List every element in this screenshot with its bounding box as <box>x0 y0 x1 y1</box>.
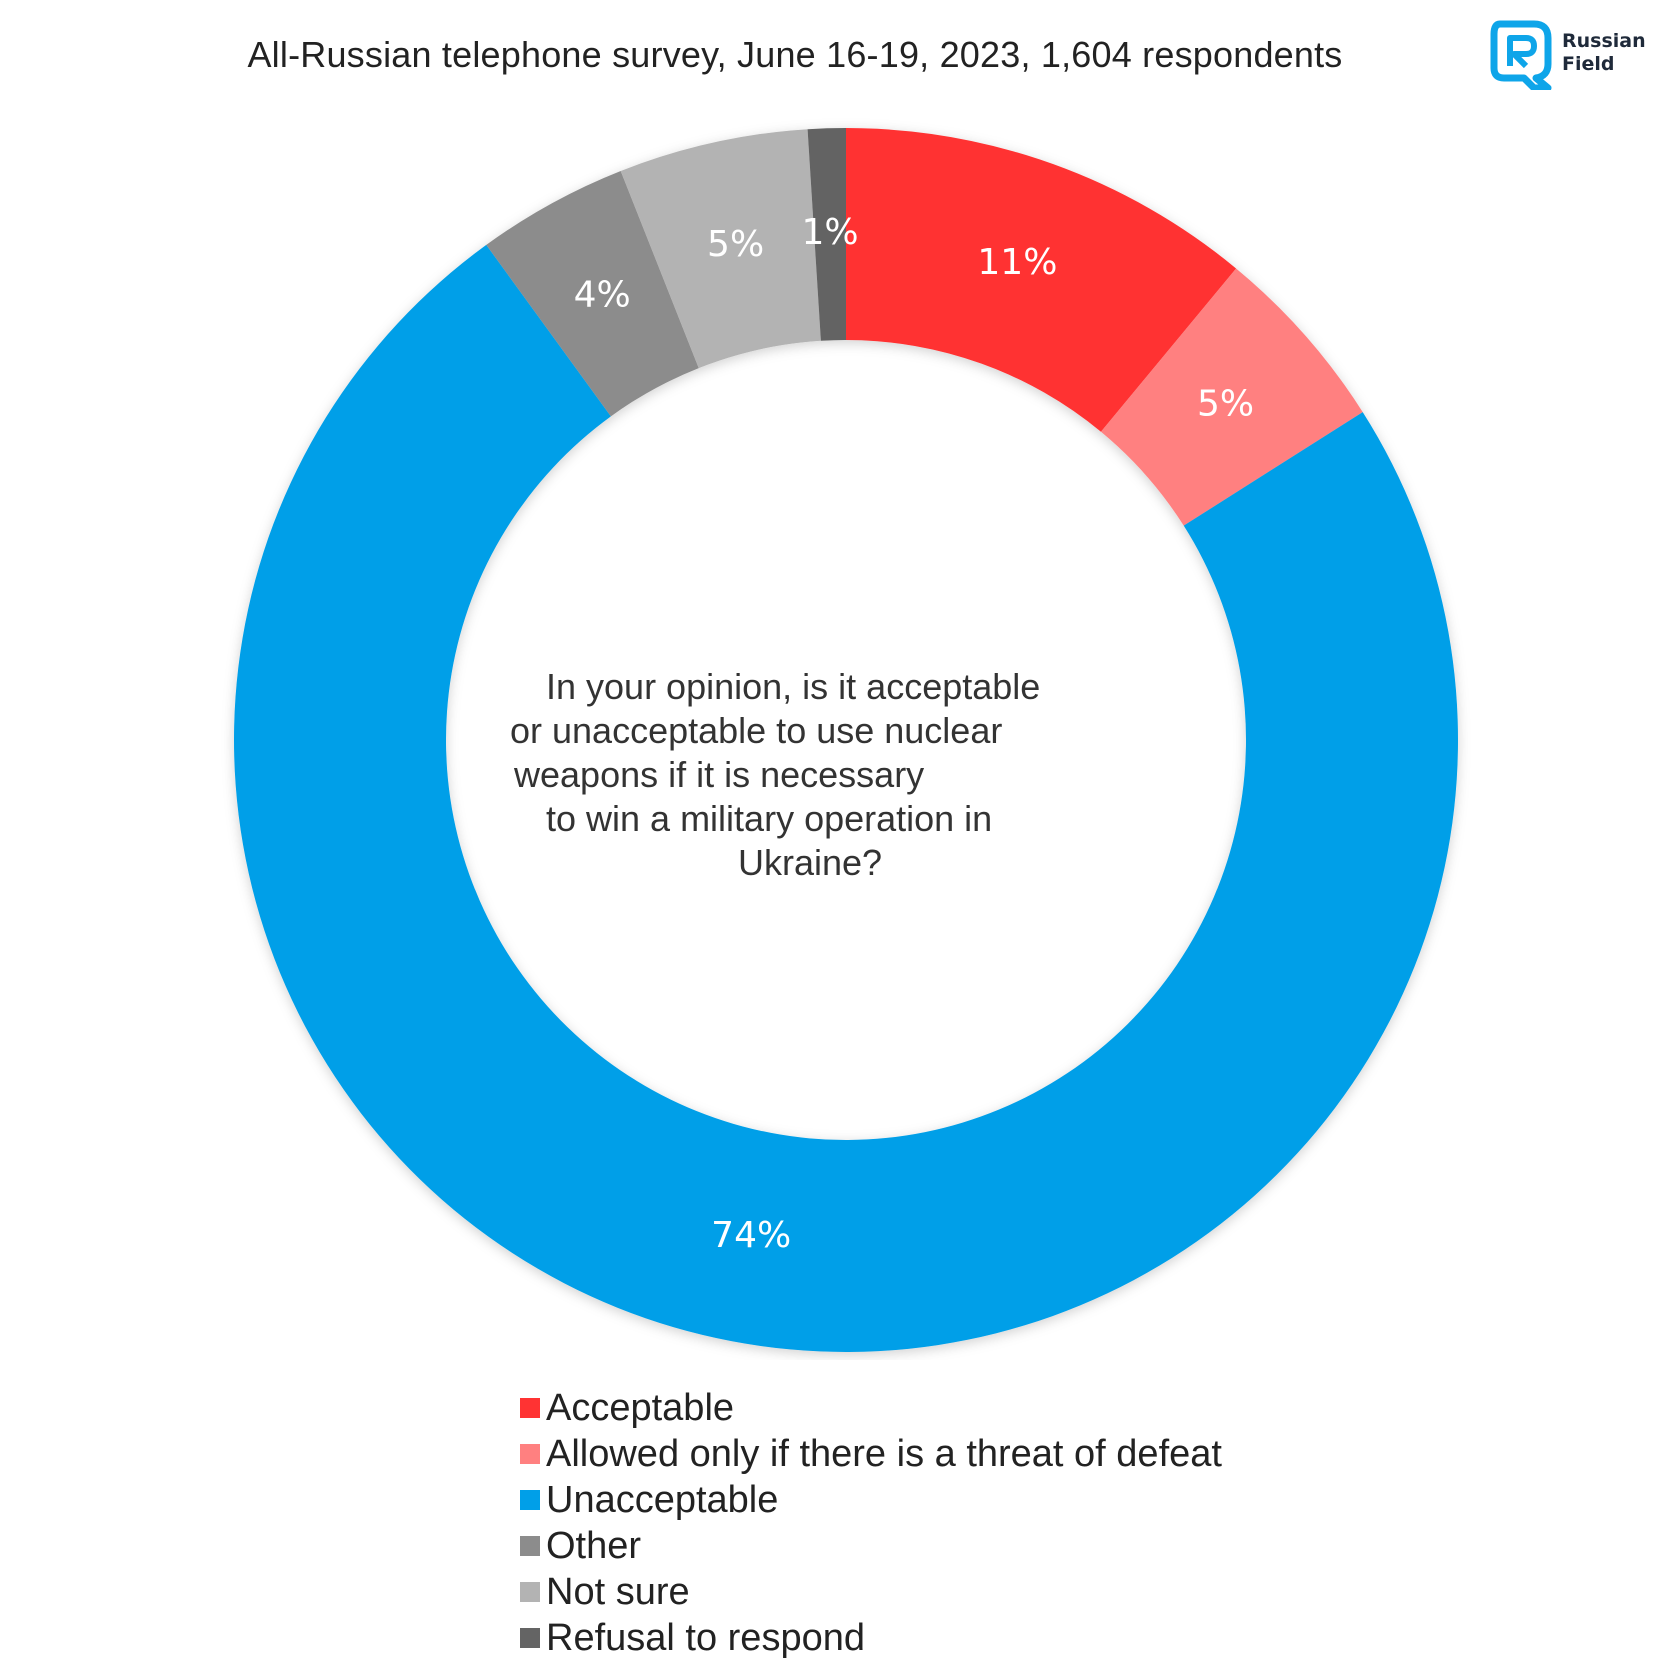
legend-label: Refusal to respond <box>546 1616 865 1659</box>
legend-label: Not sure <box>546 1570 690 1613</box>
slice-value-label: 4% <box>574 275 631 316</box>
legend-swatch <box>520 1628 540 1648</box>
logo-line1: Russian <box>1562 30 1646 52</box>
donut-slice-unacceptable <box>233 244 1458 1353</box>
donut-slice-other <box>486 170 699 417</box>
legend-label: Other <box>546 1524 642 1567</box>
legend-item: Unacceptable <box>520 1477 1222 1523</box>
legend-label: Acceptable <box>546 1386 735 1429</box>
donut-slices <box>233 128 1458 1353</box>
legend-item: Other <box>520 1523 1222 1569</box>
slice-value-label: 11% <box>977 242 1057 283</box>
logo-text: Russian Field <box>1562 30 1646 76</box>
question-line: Ukraine? <box>738 842 883 883</box>
russian-field-logo: Russian Field <box>1490 20 1660 90</box>
donut-slice-labels: 11% 5% 74% 4% 5% 1% <box>574 212 1254 1256</box>
legend-item: Not sure <box>520 1569 1222 1615</box>
donut-slice-refusal-to-respond <box>807 128 846 341</box>
slice-value-label: 1% <box>802 212 859 253</box>
slice-value-label: 74% <box>711 1215 791 1256</box>
legend-label: Unacceptable <box>546 1478 779 1521</box>
question-line: to win a military operation in <box>546 798 993 839</box>
legend-item: Acceptable <box>520 1385 1222 1431</box>
legend-swatch <box>520 1398 540 1418</box>
question-line: or unacceptable to use nuclear <box>510 710 1003 751</box>
legend-swatch <box>520 1490 540 1510</box>
logo-line2: Field <box>1562 53 1615 75</box>
chart-title: All-Russian telephone survey, June 16-19… <box>247 34 1343 75</box>
logo-icon <box>1490 20 1552 90</box>
legend-swatch <box>520 1582 540 1602</box>
slice-value-label: 5% <box>1197 383 1254 424</box>
legend-label: Allowed only if there is a threat of def… <box>546 1432 1222 1475</box>
question-line: weapons if it is necessary <box>514 754 925 795</box>
question-line: In your opinion, is it acceptable <box>546 666 1041 707</box>
donut-slice-acceptable <box>846 128 1237 432</box>
chart-legend: Acceptable Allowed only if there is a thr… <box>520 1385 1222 1661</box>
donut-slice-not-sure <box>620 129 821 369</box>
legend-swatch <box>520 1444 540 1464</box>
donut-slice-allowed-only-if-there-is-a-threat-of-defeat <box>1100 268 1363 526</box>
donut-chart: 11% 5% 74% 4% 5% 1% <box>233 128 1458 1353</box>
slice-value-label: 5% <box>707 224 764 265</box>
legend-item: Refusal to respond <box>520 1615 1222 1661</box>
center-question: In your opinion, is it acceptable or una… <box>490 665 1090 885</box>
legend-swatch <box>520 1536 540 1556</box>
legend-item: Allowed only if there is a threat of def… <box>520 1431 1222 1477</box>
